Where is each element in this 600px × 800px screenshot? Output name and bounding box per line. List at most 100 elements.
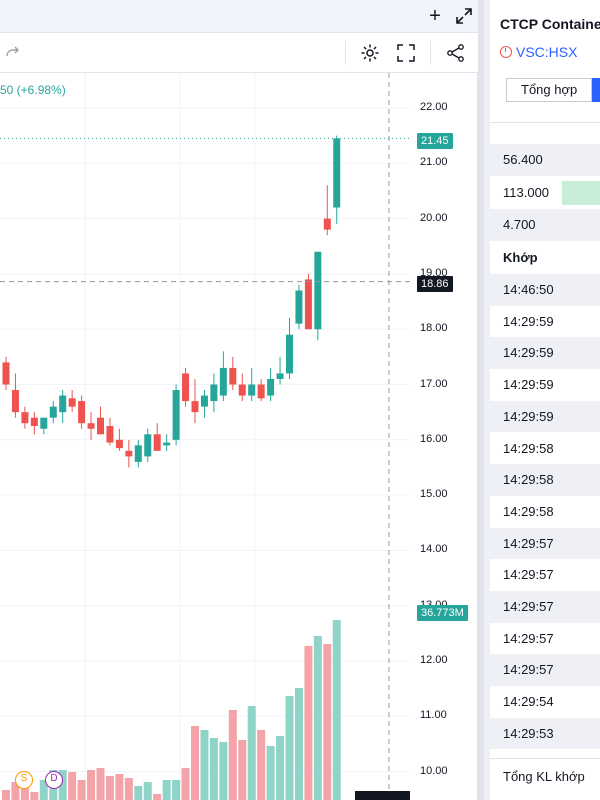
- candle-body: [11, 390, 19, 413]
- price-tick: 20.00: [420, 211, 448, 224]
- price-tick: 11.00: [420, 709, 447, 722]
- sidebar-tabs: Tổng hợp: [506, 78, 600, 102]
- crosshair-time-label: [355, 791, 410, 800]
- candle-body: [2, 362, 10, 385]
- redo-icon[interactable]: [2, 42, 24, 64]
- last-price-label: 21.45: [417, 133, 453, 149]
- stat-row: 4.700: [490, 209, 600, 241]
- price-tick: 18.00: [420, 322, 448, 335]
- price-tick: 22.00: [420, 101, 448, 113]
- volume-bar: [58, 770, 67, 800]
- volume-bar: [20, 780, 29, 800]
- stat-row: 113.000: [490, 177, 600, 209]
- volume-bar: [562, 181, 600, 205]
- gear-icon[interactable]: [359, 42, 381, 64]
- chart-toolbar: [0, 33, 478, 73]
- candle-body: [153, 434, 161, 451]
- matched-time-row: 14:29:59: [490, 400, 600, 433]
- volume-bar: [313, 636, 322, 800]
- matched-time-row: 14:29:58: [490, 464, 600, 496]
- matched-time-row: 14:29:57: [503, 630, 554, 646]
- tab-active[interactable]: [592, 78, 600, 102]
- sidebar-content: CTCP Containe VSC:HSX Tổng hợp 56.400 11…: [490, 0, 600, 800]
- price-tick: 14.00: [420, 543, 448, 556]
- candle-body: [144, 434, 152, 457]
- volume-bar: [209, 738, 218, 800]
- dividend-badge[interactable]: D: [45, 771, 63, 789]
- volume-bar: [115, 774, 124, 800]
- volume-bar: [2, 790, 10, 800]
- candlestick-chart[interactable]: [0, 73, 478, 800]
- candle-body: [134, 445, 142, 462]
- candle-body: [182, 373, 190, 402]
- split-badge[interactable]: S: [15, 771, 33, 789]
- candle-body: [49, 406, 57, 418]
- toolbar-divider: [430, 41, 431, 65]
- chart-header-bar: +: [0, 0, 478, 33]
- candle-body: [78, 401, 86, 424]
- candle-body: [238, 384, 246, 396]
- stat-row: 56.400: [490, 144, 600, 176]
- price-tick: 17.00: [420, 377, 448, 390]
- candle-body: [21, 412, 29, 424]
- candle-body: [87, 423, 95, 429]
- price-tick: 21.00: [420, 156, 448, 169]
- volume-bar: [162, 780, 171, 800]
- volume-bar: [181, 768, 190, 800]
- matched-time-row: 14:46:50: [490, 274, 600, 306]
- candle-body: [257, 384, 265, 399]
- volume-bar: [219, 742, 228, 800]
- crosshair-price-label: 18.86: [417, 276, 453, 292]
- candle-body: [59, 395, 67, 413]
- matched-time-row: 14:29:59: [503, 377, 554, 393]
- candle-body: [106, 425, 114, 443]
- matched-time-row: 14:29:53: [490, 717, 600, 750]
- matched-time-row: 14:29:57: [490, 654, 600, 687]
- expand-icon[interactable]: [454, 6, 474, 26]
- company-name: CTCP Containe: [500, 16, 600, 32]
- candle-body: [40, 417, 48, 429]
- plus-icon[interactable]: +: [429, 5, 441, 27]
- volume-bar: [134, 786, 143, 800]
- divider: [490, 122, 600, 123]
- candle-body: [68, 398, 76, 407]
- candle-body: [267, 378, 275, 396]
- matched-time-row: 14:29:57: [490, 591, 600, 623]
- volume-bar: [143, 782, 152, 800]
- stat-value: 4.700: [503, 217, 536, 232]
- price-tick: 12.00: [420, 654, 448, 666]
- candle-body: [276, 373, 284, 379]
- clock-icon: [500, 46, 512, 58]
- price-tick: 10.00: [420, 764, 448, 777]
- share-icon[interactable]: [445, 42, 467, 64]
- volume-bar: [68, 772, 77, 800]
- volume-bar: [172, 780, 181, 800]
- candle-body: [191, 401, 199, 413]
- candle-body: [219, 367, 227, 396]
- watchlist-sidebar: CTCP Containe VSC:HSX Tổng hợp 56.400 11…: [478, 0, 600, 800]
- ticker-symbol[interactable]: VSC:HSX: [500, 44, 577, 60]
- stat-value: 56.400: [503, 152, 543, 167]
- candle-body: [333, 138, 341, 208]
- volume-bar: [247, 706, 256, 800]
- candle-body: [172, 390, 180, 440]
- volume-bar: [124, 778, 133, 800]
- volume-bar: [257, 730, 266, 800]
- volume-bar: [11, 782, 20, 800]
- stat-value: 113.000: [503, 185, 550, 200]
- matched-time-row: 14:29:59: [490, 337, 600, 370]
- volume-bar: [200, 730, 209, 800]
- toolbar-divider: [345, 41, 346, 65]
- candle-body: [210, 384, 218, 402]
- fullscreen-icon[interactable]: [395, 42, 417, 64]
- volume-bar: [105, 776, 114, 800]
- volume-bar: [153, 794, 162, 800]
- chart-panel: + 50 (+6.98%) 22.00 21.00 20.00 19.00 18.00: [0, 0, 478, 800]
- matched-time-row: 14:29:58: [503, 440, 554, 456]
- matched-time-row: 14:29:57: [490, 527, 600, 560]
- volume-label: 36.773M: [417, 605, 468, 621]
- tab-summary[interactable]: Tổng hợp: [506, 78, 593, 102]
- candle-body: [229, 367, 237, 385]
- candle-body: [200, 395, 208, 407]
